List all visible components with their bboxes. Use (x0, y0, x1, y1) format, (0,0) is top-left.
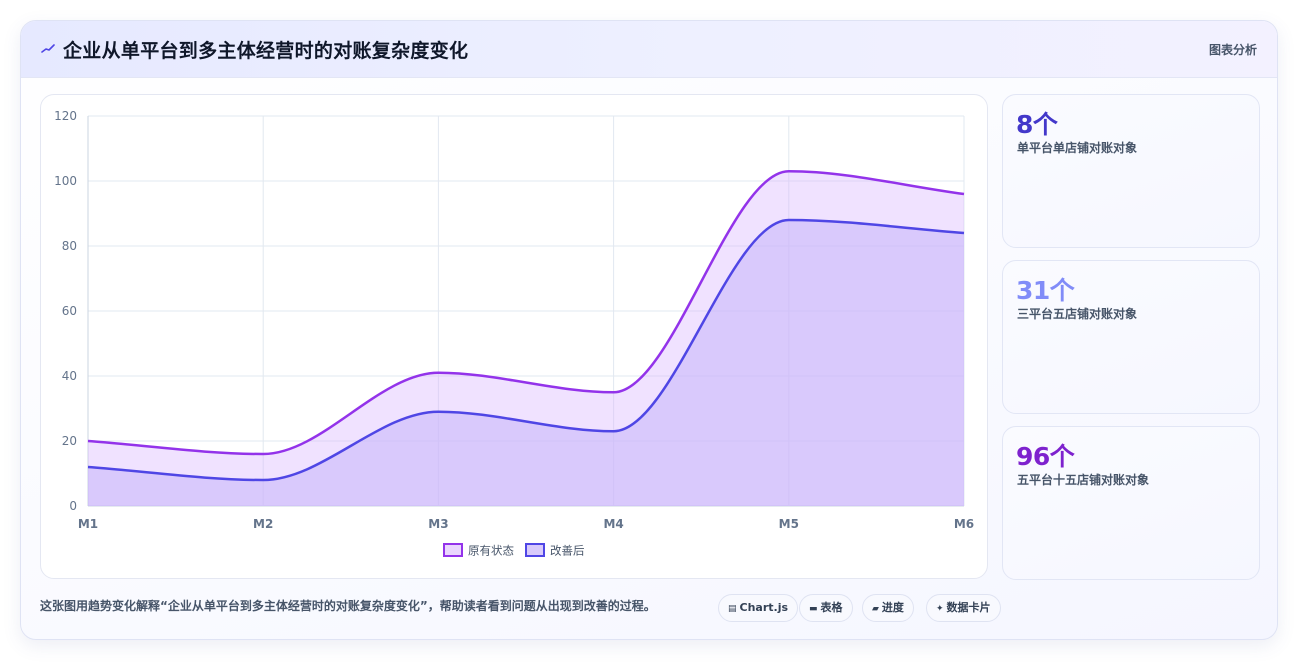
x-tick-label: M5 (779, 517, 799, 531)
x-tick-label: M6 (954, 517, 974, 531)
chip-table[interactable]: ▬ 表格 (799, 594, 853, 622)
stat-card-three-platforms: 31个 三平台五店铺对账对象 (1002, 260, 1260, 414)
series-line (87, 218, 965, 482)
legend-swatch (525, 543, 545, 557)
chip-progress[interactable]: ▰ 进度 (862, 594, 914, 622)
y-tick-label: 0 (69, 499, 77, 513)
sparkle-icon: ✦ (936, 604, 944, 614)
y-tick-label: 80 (62, 239, 77, 253)
chart-panel: 0 20 40 60 80 100 120 M1 M2 M3 M4 M5 M6 原有状态 改善后 (40, 94, 988, 579)
stat-value: 96个 (1016, 442, 1075, 471)
chart-icon: ▤ (728, 604, 737, 614)
chip-data-card[interactable]: ✦ 数据卡片 (926, 594, 1001, 622)
y-tick-label: 60 (62, 304, 77, 318)
chip-label: Chart.js (739, 601, 789, 614)
stat-value: 31个 (1016, 276, 1075, 305)
area-chart: 0 20 40 60 80 100 120 M1 M2 M3 M4 M5 M6 原有状态 改善后 (54, 109, 974, 558)
series-line (87, 169, 965, 456)
chart-analysis-tag: 图表分析 (1208, 43, 1257, 57)
legend-label: 原有状态 (468, 544, 514, 558)
legend-swatch (443, 543, 463, 557)
stat-card-single-platform: 8个 单平台单店铺对账对象 (1002, 94, 1260, 248)
chip-chartjs[interactable]: ▤ Chart.js (718, 594, 799, 622)
stat-label: 三平台五店铺对账对象 (1017, 307, 1138, 321)
series-area (88, 220, 964, 506)
card-header: 企业从单平台到多主体经营时的对账复杂度变化 图表分析 (21, 21, 1277, 78)
x-tick-label: M1 (78, 517, 98, 531)
table-icon: ▬ (809, 604, 818, 614)
trend-icon (41, 44, 55, 53)
chip-label: 进度 (881, 601, 904, 614)
y-tick-label: 100 (54, 174, 77, 188)
y-tick-label: 40 (62, 369, 77, 383)
x-tick-label: M3 (428, 517, 448, 531)
progress-icon: ▰ (872, 604, 879, 614)
stat-label: 单平台单店铺对账对象 (1017, 141, 1138, 155)
stat-card-five-platforms: 96个 五平台十五店铺对账对象 (1002, 426, 1260, 580)
chart-caption: 这张图用趋势变化解释“企业从单平台到多主体经营时的对账复杂度变化”，帮助读者看到… (40, 599, 656, 613)
y-tick-label: 20 (62, 434, 77, 448)
x-tick-label: M2 (253, 517, 273, 531)
stat-value: 8个 (1016, 110, 1058, 139)
y-tick-label: 120 (54, 109, 77, 123)
chart-card: 企业从单平台到多主体经营时的对账复杂度变化 图表分析 0 20 40 60 80 100 1… (20, 20, 1278, 640)
stat-label: 五平台十五店铺对账对象 (1017, 473, 1150, 487)
page-title: 企业从单平台到多主体经营时的对账复杂度变化 (63, 40, 469, 62)
x-tick-label: M4 (603, 517, 623, 531)
legend-label: 改善后 (550, 544, 585, 558)
chip-label: 表格 (820, 601, 843, 614)
chip-label: 数据卡片 (946, 601, 991, 614)
